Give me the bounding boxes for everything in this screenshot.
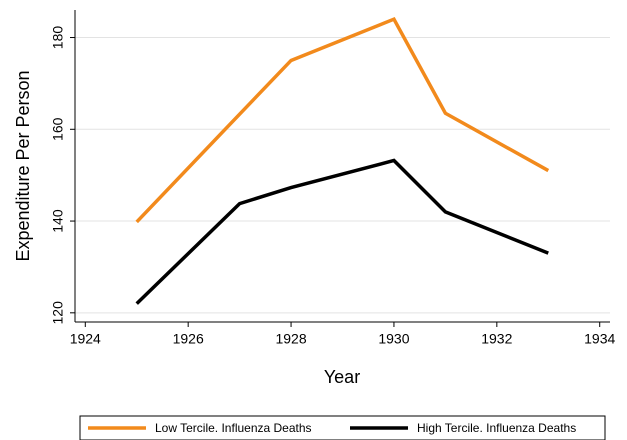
legend-label: High Tercile. Influenza Deaths (417, 421, 576, 435)
series-line (135, 158, 549, 305)
x-tick-label: 1926 (173, 331, 204, 347)
legend-box (79, 415, 606, 440)
y-tick-label: 180 (50, 26, 66, 50)
series-line (135, 16, 550, 224)
x-tick-label: 1932 (481, 331, 512, 347)
x-tick-label: 1924 (70, 331, 101, 347)
x-tick-label: 1930 (378, 331, 409, 347)
y-axis-label: Expenditure Per Person (13, 70, 33, 261)
y-tick-label: 120 (50, 301, 66, 325)
x-axis-label: Year (324, 367, 360, 387)
x-tick-label: 1928 (275, 331, 306, 347)
y-tick-label: 160 (50, 117, 66, 141)
y-tick-label: 140 (50, 209, 66, 233)
x-tick-label: 1934 (584, 331, 615, 347)
legend-label: Low Tercile. Influenza Deaths (155, 421, 312, 435)
